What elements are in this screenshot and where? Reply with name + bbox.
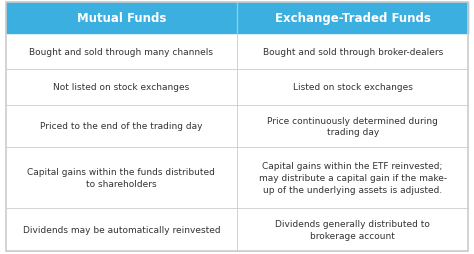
Bar <box>6 3 468 34</box>
Text: Dividends may be automatically reinvested: Dividends may be automatically reinveste… <box>23 225 220 234</box>
Text: Not listed on stock exchanges: Not listed on stock exchanges <box>53 83 190 92</box>
Bar <box>6 70 468 105</box>
Text: Bought and sold through many channels: Bought and sold through many channels <box>29 47 213 56</box>
Bar <box>6 148 468 208</box>
Text: Listed on stock exchanges: Listed on stock exchanges <box>293 83 412 92</box>
Text: Bought and sold through broker-dealers: Bought and sold through broker-dealers <box>263 47 443 56</box>
Bar <box>6 34 468 70</box>
Text: Priced to the end of the trading day: Priced to the end of the trading day <box>40 122 202 131</box>
Bar <box>6 208 468 251</box>
Text: Capital gains within the ETF reinvested;
may distribute a capital gain if the ma: Capital gains within the ETF reinvested;… <box>259 162 447 194</box>
Text: Mutual Funds: Mutual Funds <box>77 12 166 25</box>
Text: Dividends generally distributed to
brokerage account: Dividends generally distributed to broke… <box>275 219 430 240</box>
Text: Exchange-Traded Funds: Exchange-Traded Funds <box>275 12 430 25</box>
Text: Price continuously determined during
trading day: Price continuously determined during tra… <box>267 116 438 137</box>
Bar <box>6 105 468 148</box>
Text: Capital gains within the funds distributed
to shareholders: Capital gains within the funds distribut… <box>27 168 215 188</box>
